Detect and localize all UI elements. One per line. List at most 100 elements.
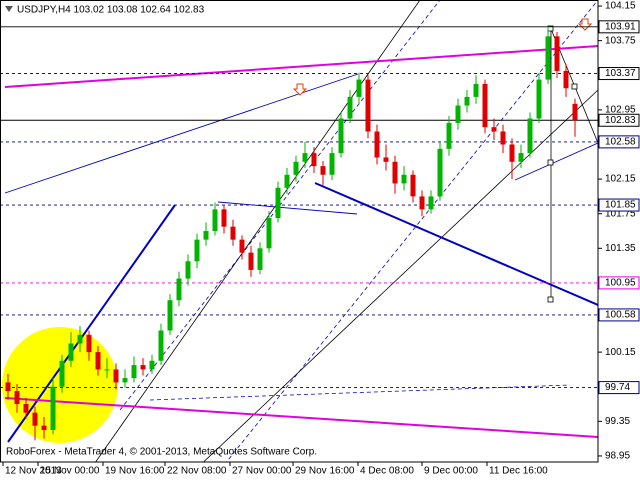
candle-body xyxy=(419,196,425,210)
candle-body xyxy=(545,36,551,80)
point xyxy=(547,296,554,303)
level-label: 100.58 xyxy=(605,310,636,321)
candle-body xyxy=(122,378,128,383)
level-label-box xyxy=(598,113,640,127)
candle-body xyxy=(347,96,353,119)
candle-body xyxy=(257,248,263,270)
level-label: 102.83 xyxy=(605,115,636,126)
candle-body xyxy=(284,174,290,188)
candle-body xyxy=(113,369,119,383)
candle-body xyxy=(59,360,65,387)
x-tick-label: 22 Nov 08:00 xyxy=(167,466,227,477)
x-tick-label: 9 Dec 00:00 xyxy=(424,466,478,477)
candle-body xyxy=(239,239,245,253)
x-tick-label: 11 Dec 16:00 xyxy=(489,466,548,477)
candle-body xyxy=(167,300,173,331)
candle-body xyxy=(491,127,497,132)
level-label-box xyxy=(598,198,640,212)
x-tick-label: 4 Dec 08:00 xyxy=(360,466,414,477)
projection-points xyxy=(547,25,578,303)
point xyxy=(547,159,554,166)
level-label: 100.95 xyxy=(605,278,636,289)
x-tick-label: 19 Nov 16:00 xyxy=(105,466,165,477)
candle-body xyxy=(482,83,488,128)
level-label-box xyxy=(598,135,640,149)
candle-body xyxy=(527,118,533,154)
candle-body xyxy=(455,105,461,123)
candle-body xyxy=(302,153,308,162)
candle-body xyxy=(572,103,578,121)
candle-body xyxy=(401,174,407,184)
trendline xyxy=(4,397,598,438)
level-label-box xyxy=(598,381,640,395)
candle-body xyxy=(410,174,416,197)
candle-body xyxy=(104,369,110,371)
y-tick-label: 98.95 xyxy=(605,451,630,462)
candle-body xyxy=(23,404,29,413)
y-tick-label: 101.35 xyxy=(605,243,636,254)
level-label-box xyxy=(598,276,640,290)
candle-body xyxy=(50,386,56,430)
candle-body xyxy=(77,334,83,344)
candle-body xyxy=(536,79,542,119)
candle-body xyxy=(518,153,524,162)
candle-body xyxy=(356,79,362,97)
point xyxy=(571,83,578,90)
trendline xyxy=(7,204,176,443)
level-label: 99.74 xyxy=(605,382,630,393)
candle-body xyxy=(95,352,101,370)
candle-body xyxy=(311,153,317,167)
candle-body xyxy=(428,196,434,210)
trendline xyxy=(217,201,358,215)
candle-body xyxy=(131,365,137,379)
x-tick-label: 12 Nov 2013 xyxy=(5,466,62,477)
levels xyxy=(0,26,598,389)
watermark: RoboForex - MetaTrader 4, © 2001-2013, M… xyxy=(6,447,317,458)
level-label-box xyxy=(598,308,640,322)
magenta-lines xyxy=(4,45,598,438)
candle-body xyxy=(41,425,47,430)
trendline xyxy=(4,45,598,88)
candle-body xyxy=(86,334,92,353)
candle-body xyxy=(500,131,506,145)
candle-body xyxy=(266,218,272,249)
candle-body xyxy=(230,226,236,240)
candles xyxy=(5,26,578,441)
candle-body xyxy=(446,122,452,149)
candle-body xyxy=(392,161,398,184)
channel-line xyxy=(202,89,598,462)
projection-line xyxy=(574,86,598,144)
y-tick-label: 101.75 xyxy=(605,208,636,219)
candle-body xyxy=(554,36,560,71)
y-tick-label: 104.15 xyxy=(605,1,636,12)
candle-body xyxy=(149,360,155,370)
candle-body xyxy=(14,391,20,405)
y-tick-label: 103.75 xyxy=(605,35,636,46)
candle-body xyxy=(365,79,371,132)
dashed-line xyxy=(225,0,598,462)
candle-body xyxy=(473,83,479,97)
candle-body xyxy=(158,330,164,361)
y-tick-label: 100.15 xyxy=(605,347,636,358)
analysis xyxy=(0,0,598,462)
x-tick-label: 29 Nov 16:00 xyxy=(295,466,355,477)
thick-trendlines xyxy=(7,182,598,443)
x-tick-label: 27 Nov 00:00 xyxy=(232,466,292,477)
x-tick-label: 15 Nov 00:00 xyxy=(40,466,100,477)
candle-body xyxy=(185,261,191,279)
level-label: 101.85 xyxy=(605,200,636,211)
down-arrow xyxy=(292,83,308,96)
candle-body xyxy=(68,343,74,361)
candle-body xyxy=(338,118,344,154)
candle-body xyxy=(176,278,182,301)
candle-body xyxy=(329,153,335,175)
trendline xyxy=(514,142,598,181)
level-label-box xyxy=(598,20,640,34)
candle-body xyxy=(194,239,200,262)
candle-body xyxy=(563,70,569,89)
candle-body xyxy=(203,231,209,240)
candle-body xyxy=(464,96,470,106)
candle-body xyxy=(509,144,515,162)
menu-arrow xyxy=(5,6,13,12)
